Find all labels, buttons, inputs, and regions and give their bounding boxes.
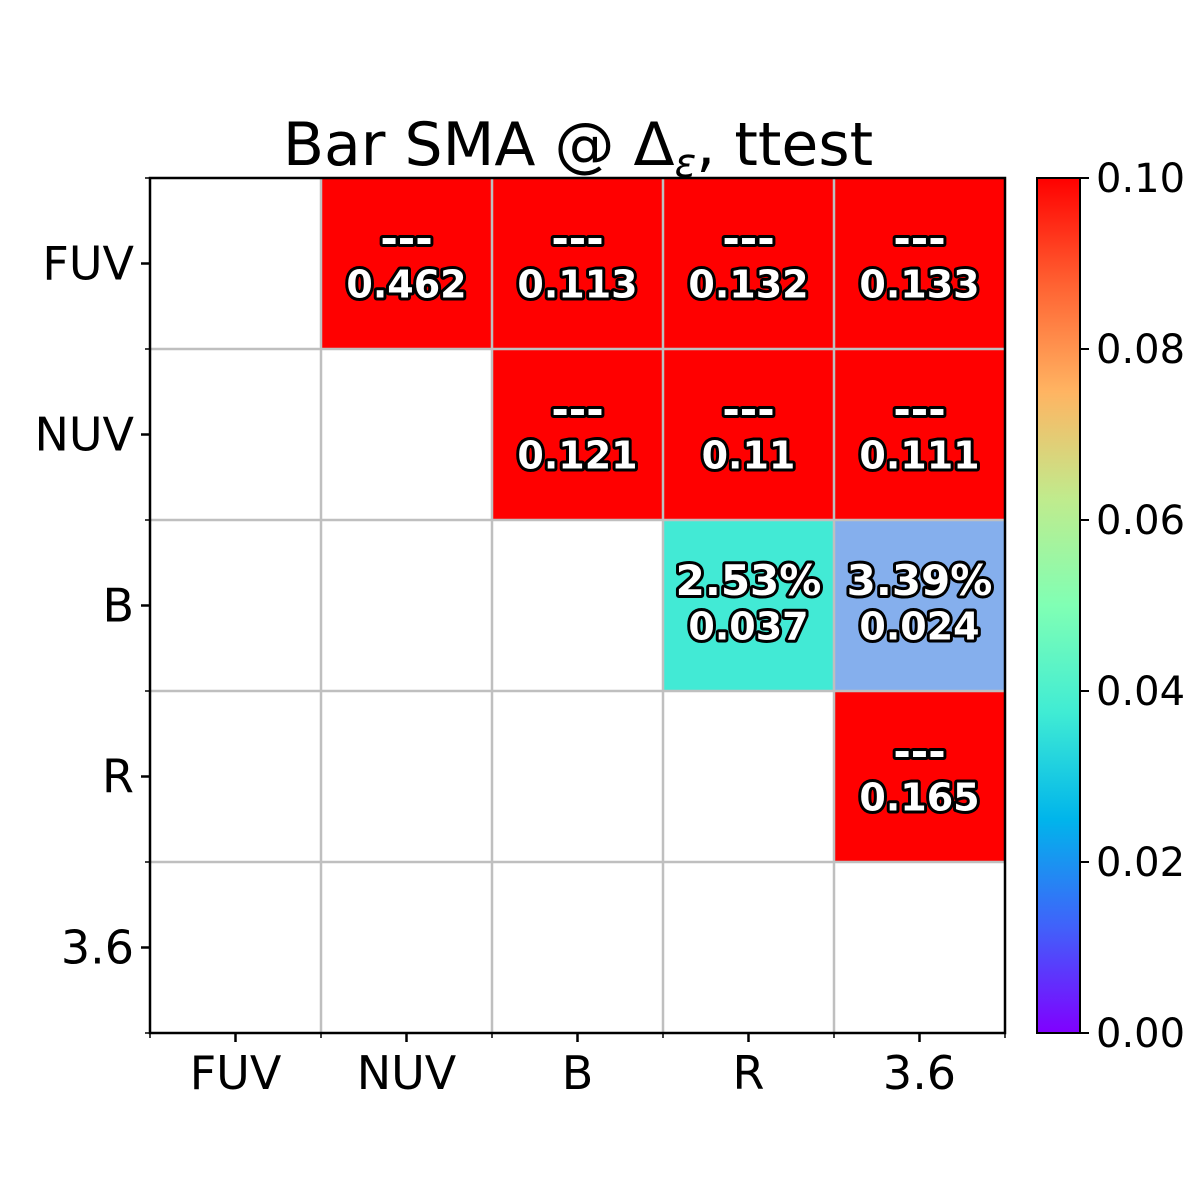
heatmap-cell xyxy=(663,349,834,520)
x-tick-label: FUV xyxy=(190,1046,282,1100)
heatmap-cell xyxy=(321,178,492,349)
y-tick-label: FUV xyxy=(42,237,134,291)
cell-bottom-label: 0.132 xyxy=(688,263,808,307)
y-tick-label: B xyxy=(102,579,134,633)
y-tick-label: R xyxy=(102,750,134,804)
colorbar-tick-label: 0.02 xyxy=(1096,840,1185,886)
colorbar-tick-label: 0.06 xyxy=(1096,498,1185,544)
x-tick-label: R xyxy=(733,1046,765,1100)
cell-labels: ---0.462---0.113---0.132---0.133---0.121… xyxy=(343,211,995,822)
heatmap-cell xyxy=(834,691,1005,862)
chart-title: Bar SMA @ Δε, ttest xyxy=(283,110,873,187)
cell-top-label: --- xyxy=(551,385,603,434)
colorbar xyxy=(1036,177,1081,1034)
cell-top-label: --- xyxy=(893,385,945,434)
cell-top-label: --- xyxy=(722,214,774,263)
heatmap-cell xyxy=(663,520,834,691)
grid-lines xyxy=(150,178,1005,1033)
cell-top-label: --- xyxy=(380,214,432,263)
cell-bottom-label: 0.024 xyxy=(859,605,979,649)
cell-bottom-label: 0.165 xyxy=(859,776,979,820)
colorbar-ticks: 0.00 0.02 0.04 0.06 0.08 0.10 xyxy=(1080,156,1185,1057)
cell-bottom-label: 0.037 xyxy=(688,605,808,649)
cell-bottom-label: 0.113 xyxy=(517,263,637,307)
cell-bottom-label: 0.111 xyxy=(859,434,979,478)
cell-top-label: --- xyxy=(722,385,774,434)
x-tick-label: NUV xyxy=(357,1046,457,1100)
colorbar-tick-label: 0.04 xyxy=(1096,669,1185,715)
cell-bottom-label: 0.121 xyxy=(517,434,637,478)
y-tick-label: 3.6 xyxy=(61,921,134,975)
colorbar-tick-label: 0.10 xyxy=(1096,156,1185,202)
cell-top-label: --- xyxy=(551,214,603,263)
heatmap-cell xyxy=(834,178,1005,349)
heatmap-cell xyxy=(834,349,1005,520)
cell-bottom-label: 0.133 xyxy=(859,263,979,307)
cell-bottom-label: 0.11 xyxy=(702,434,796,478)
colorbar-tick-label: 0.08 xyxy=(1096,327,1185,373)
heatmap-cell xyxy=(492,178,663,349)
y-tick-label: NUV xyxy=(34,408,134,462)
cell-top-label: 3.39% xyxy=(847,556,993,605)
heatmap-cell xyxy=(834,520,1005,691)
cell-bottom-label: 0.462 xyxy=(346,263,466,307)
colorbar-tick-label: 0.00 xyxy=(1096,1011,1185,1057)
x-tick-label: 3.6 xyxy=(883,1046,956,1100)
axis-ticks: FUV FUV NUV NUV B B R R 3.6 3.6 xyxy=(34,177,1006,1100)
cell-top-label: 2.53% xyxy=(676,556,822,605)
cell-top-label: --- xyxy=(893,214,945,263)
heatmap-cell xyxy=(663,178,834,349)
cell-top-label: --- xyxy=(893,727,945,776)
heatmap-cells xyxy=(321,178,1005,862)
x-tick-label: B xyxy=(562,1046,594,1100)
heatmap-cell xyxy=(492,349,663,520)
